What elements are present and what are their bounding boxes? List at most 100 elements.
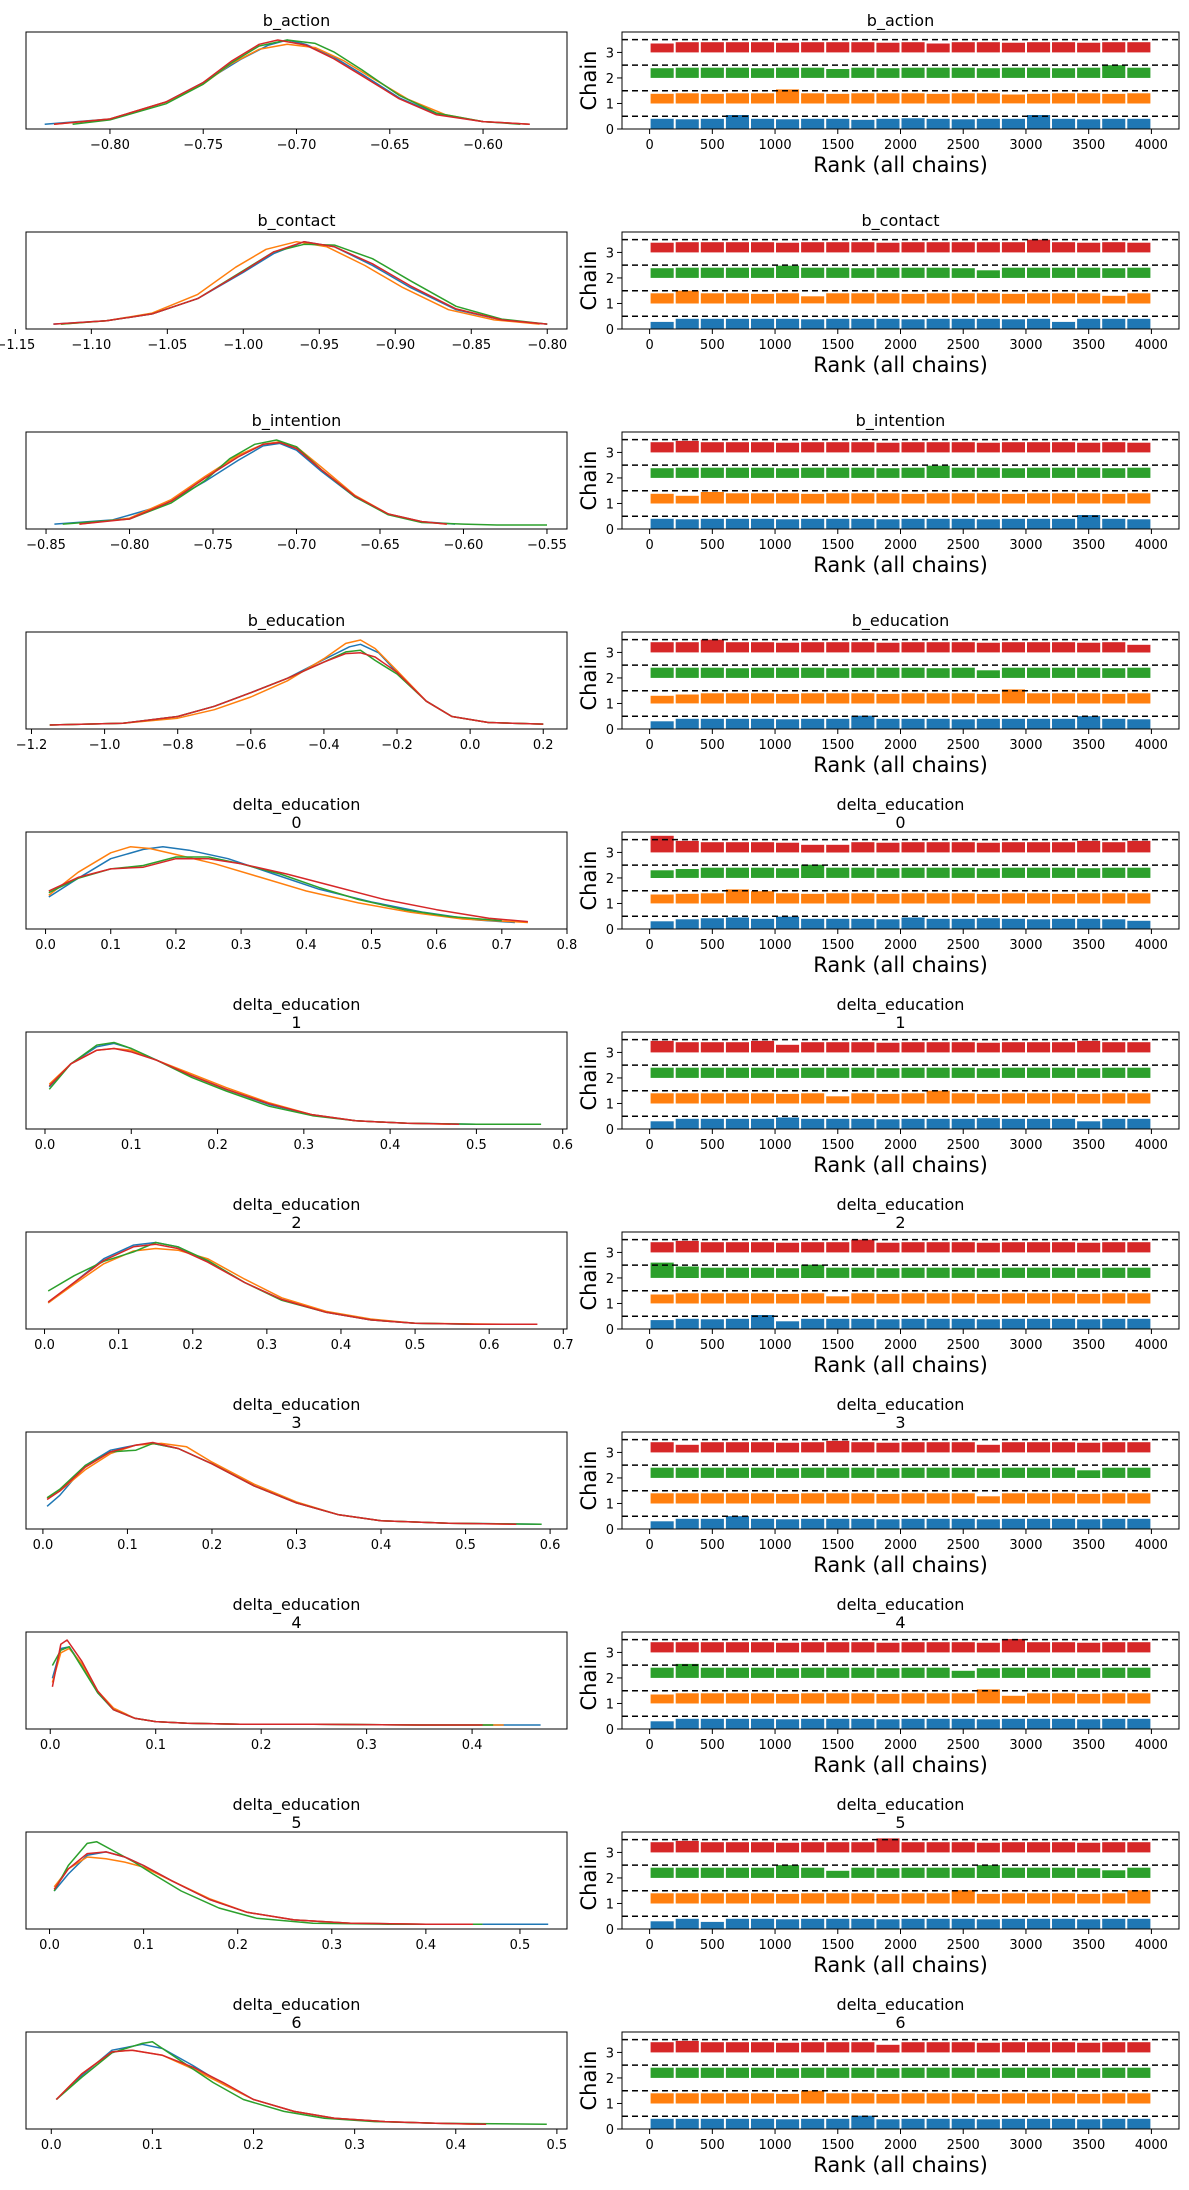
rank-bar-chain-0 (751, 2118, 775, 2129)
kde-line-chain-2 (72, 39, 521, 125)
kde-title: delta_education (233, 1795, 361, 1815)
rank-bar-chain-0 (976, 118, 1000, 129)
rank-bar-chain-0 (1127, 519, 1151, 529)
rank-bar-chain-3 (1102, 242, 1126, 253)
rank-xtick-label: 500 (700, 738, 725, 753)
rank-bar-chain-3 (776, 1442, 800, 1453)
rank-xtick-label: 1000 (759, 538, 792, 553)
rank-bar-chain-2 (1077, 1868, 1101, 1878)
rank-xaxis-label: Rank (all chains) (813, 1153, 988, 1177)
rank-bar-chain-3 (725, 1442, 749, 1453)
rank-bar-chain-1 (776, 1693, 800, 1704)
kde-line-chain-3 (51, 1639, 483, 1726)
rank-xtick-label: 2000 (884, 1538, 917, 1553)
rank-bar-chain-2 (1127, 1267, 1151, 1278)
rank-bar-chain-2 (1001, 1267, 1025, 1278)
rank-bar-chain-0 (650, 1721, 674, 1729)
rank-xtick-label: 3500 (1072, 938, 1105, 953)
rank-bar-chain-1 (926, 1090, 950, 1104)
rank-xtick-label: 4000 (1135, 338, 1168, 353)
kde-xtick-label: 0.0 (35, 938, 56, 953)
rank-bar-chain-1 (1127, 1293, 1151, 1304)
kde-xtick-label: −0.8 (162, 738, 194, 753)
rank-bar-chain-0 (1052, 918, 1076, 929)
rank-bar-chain-0 (901, 1918, 925, 1929)
rank-xtick-label: 0 (645, 138, 653, 153)
rank-xtick-label: 2500 (947, 138, 980, 153)
kde-title-index: 5 (291, 1813, 301, 1832)
rank-bar-chain-2 (700, 1867, 724, 1878)
rank-bar-chain-2 (926, 67, 950, 78)
rank-xtick-label: 1000 (759, 1938, 792, 1953)
kde-xtick-label: −0.70 (277, 538, 317, 553)
rank-bar-chain-0 (801, 1318, 825, 1329)
rank-title-index: 6 (895, 2013, 905, 2032)
rank-bar-chain-3 (650, 2042, 674, 2053)
rank-bar-chain-3 (700, 242, 724, 253)
rank-bar-chain-0 (951, 918, 975, 929)
rank-bar-chain-2 (1027, 1067, 1051, 1078)
rank-bar-chain-3 (1027, 2042, 1051, 2053)
rank-bar-chain-0 (1102, 518, 1126, 529)
rank-bar-chain-0 (675, 318, 699, 329)
rank-bar-chain-3 (1027, 842, 1051, 853)
kde-xtick-label: 0.4 (462, 1738, 483, 1753)
rank-bar-chain-0 (751, 718, 775, 729)
rank-bar-chain-0 (876, 1519, 900, 1529)
rank-xtick-label: 3500 (1072, 138, 1105, 153)
rank-ytick-label: 2 (606, 272, 614, 287)
rank-bar-chain-1 (1027, 1693, 1051, 1704)
rank-xaxis-label: Rank (all chains) (813, 1553, 988, 1577)
rank-bar-chain-1 (1052, 293, 1076, 304)
kde-xtick-label: −1.05 (147, 338, 187, 353)
rank-bar-chain-1 (675, 893, 699, 904)
rank-bar-chain-1 (1052, 2093, 1076, 2104)
rank-bar-chain-1 (776, 1093, 800, 1104)
kde-title-index: 6 (291, 2013, 301, 2032)
rank-bar-chain-2 (1052, 1667, 1076, 1678)
rank-bar-chain-0 (1127, 318, 1151, 329)
rank-bar-chain-0 (675, 718, 699, 729)
kde-xtick-label: 0.2 (202, 1538, 223, 1553)
rank-bar-chain-3 (700, 1042, 724, 1053)
rank-bar-chain-2 (1052, 1867, 1076, 1878)
rank-bar-chain-1 (776, 893, 800, 904)
rank-bar-chain-0 (851, 1518, 875, 1529)
rank-bar-chain-3 (1102, 642, 1126, 653)
rank-bar-chain-1 (976, 493, 1000, 504)
rank-bar-chain-3 (650, 1842, 674, 1853)
rank-bar-chain-1 (926, 1893, 950, 1904)
rank-bar-chain-1 (650, 93, 674, 104)
rank-bar-chain-0 (951, 518, 975, 529)
rank-bar-chain-3 (951, 1042, 975, 1053)
kde-line-chain-3 (53, 39, 530, 125)
rank-bar-chain-3 (1052, 42, 1076, 53)
rank-bar-chain-0 (751, 918, 775, 929)
rank-bar-chain-1 (1102, 1893, 1126, 1904)
rank-bar-chain-1 (1001, 1695, 1025, 1704)
rank-bar-chain-0 (976, 1519, 1000, 1529)
rank-bar-chain-0 (826, 1518, 850, 1529)
kde-xtick-label: 0.0 (39, 1938, 60, 1953)
rank-xtick-label: 3000 (1009, 1138, 1042, 1153)
rank-bar-chain-3 (876, 1242, 900, 1253)
rank-bar-chain-2 (976, 2068, 1000, 2078)
rank-bar-chain-2 (901, 867, 925, 878)
rank-bar-chain-0 (700, 1921, 724, 1929)
kde-line-chain-0 (54, 442, 456, 525)
rank-title: delta_education (837, 1995, 965, 2015)
rank-bar-chain-2 (1127, 1467, 1151, 1478)
rank-bar-chain-1 (851, 1893, 875, 1904)
rank-bar-chain-1 (1052, 1493, 1076, 1504)
rank-ytick-label: 2 (606, 672, 614, 687)
rank-bar-chain-0 (1077, 1319, 1101, 1329)
rank-bar-chain-0 (700, 2118, 724, 2129)
rank-bar-chain-1 (1027, 2093, 1051, 2104)
rank-bar-chain-3 (826, 844, 850, 853)
rank-bar-chain-1 (725, 2093, 749, 2104)
rank-bar-chain-1 (1102, 93, 1126, 104)
rank-bar-chain-0 (926, 918, 950, 929)
kde-axes-frame (25, 1031, 568, 1130)
rank-bar-chain-1 (1102, 295, 1126, 304)
rank-ytick-label: 3 (606, 446, 614, 461)
